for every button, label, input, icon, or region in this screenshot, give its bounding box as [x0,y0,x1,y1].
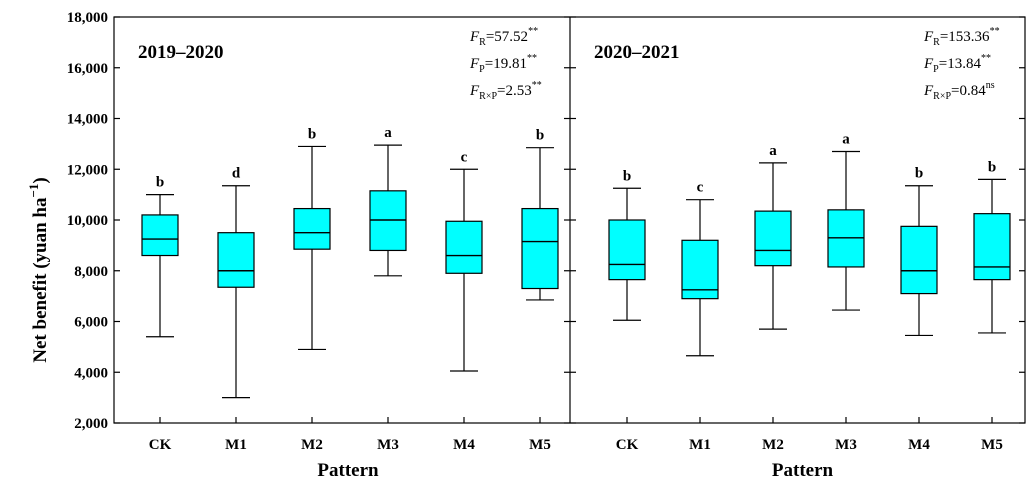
x-tick-label: M2 [301,437,323,453]
y-axis: 2,000 4,000 6,000 8,000 10,000 12,000 14,000 16… [67,10,1025,432]
x-axis-title: Pattern [317,460,379,481]
panel-1: 2019–2020 FR=57.52** FP=19.81** FR×P=2.53**… [138,26,559,481]
x-tick-label: M2 [762,437,784,453]
x-tick-label: CK [149,437,172,453]
x-tick-label: M4 [908,437,930,453]
significance-letter: b [915,166,923,182]
iqr-box [973,213,1011,281]
iqr-box [141,214,179,257]
panel-title: 2019–2020 [138,42,224,63]
y-axis-title: Net benefit (yuan ha−1) [26,177,51,362]
f-statistic: FR×P=0.84ns [923,80,995,102]
box-M1: d M1 [217,166,255,453]
y-tick-label: 4,000 [74,365,108,381]
y-tick-label: 16,000 [67,61,108,77]
significance-letter: b [623,168,631,184]
box-M2: a M2 [754,143,792,453]
box-M3: a M3 [369,125,407,453]
significance-letter: a [384,125,392,141]
x-tick-label: M4 [453,437,475,453]
x-tick-label: M1 [225,437,247,453]
box-CK: b CK [608,168,646,453]
significance-letter: b [308,126,316,142]
y-tick-label: 6,000 [74,315,108,331]
significance-letter: d [232,166,241,182]
significance-letter: a [842,131,850,147]
iqr-box [681,239,719,300]
box-M1: c M1 [681,180,719,453]
panels: 2019–2020 FR=57.52** FP=19.81** FR×P=2.53**… [138,26,1011,481]
significance-letter: b [536,128,544,144]
x-axis-title: Pattern [772,460,834,481]
x-tick-label: M3 [835,437,857,453]
y-tick-label: 2,000 [74,416,108,432]
significance-letter: c [697,180,704,196]
x-tick-label: CK [616,437,639,453]
box-CK: b CK [141,175,179,453]
y-tick-label: 14,000 [67,112,108,128]
x-tick-label: M1 [689,437,711,453]
box-M2: b M2 [293,126,331,453]
significance-letter: c [461,149,468,165]
iqr-box [293,207,331,250]
y-tick-label: 8,000 [74,264,108,280]
box-M3: a M3 [827,131,865,453]
iqr-box [445,220,483,274]
x-tick-label: M5 [981,437,1003,453]
iqr-box [754,210,792,267]
box-M4: b M4 [900,166,938,453]
iqr-box [521,207,559,290]
x-tick-label: M3 [377,437,399,453]
significance-letter: b [988,159,996,175]
x-tick-label: M5 [529,437,551,453]
f-statistic: FR×P=2.53** [469,80,542,102]
box-M5: b M5 [521,128,559,453]
y-tick-label: 12,000 [67,162,108,178]
iqr-box [900,225,938,295]
panel-2: 2020–2021 FR=153.36** FP=13.84** FR×P=0.84n… [594,26,1011,481]
iqr-box [217,232,255,288]
f-statistic: FP=19.81** [469,53,537,75]
y-tick-label: 18,000 [67,10,108,26]
box-M4: c M4 [445,149,483,453]
significance-letter: b [156,175,164,191]
iqr-box [608,219,646,281]
box-M5: b M5 [973,159,1011,453]
significance-letter: a [769,143,777,159]
f-statistic: FR=57.52** [469,26,538,48]
y-tick-label: 10,000 [67,213,108,229]
panel-title: 2020–2021 [594,42,680,63]
f-statistic: FP=13.84** [923,53,991,75]
f-statistic: FR=153.36** [923,26,1000,48]
